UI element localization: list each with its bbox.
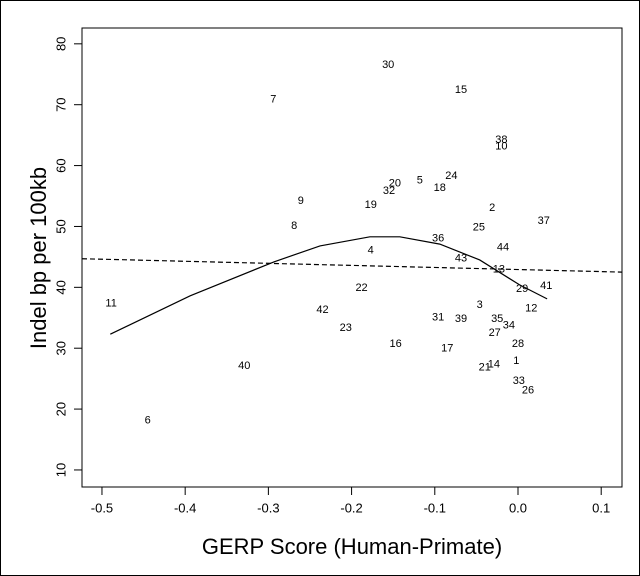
plot-box (81, 27, 623, 488)
x-tick-label: -0.3 (257, 500, 279, 515)
y-tick-label: 70 (53, 97, 68, 111)
point-label: 35 (491, 313, 503, 325)
point-label: 4 (368, 245, 374, 257)
fit-line (110, 236, 548, 335)
point-label: 24 (445, 170, 457, 182)
point-label: 12 (525, 303, 537, 315)
point-label: 20 (389, 178, 401, 190)
point-label: 9 (298, 195, 304, 207)
point-label: 27 (489, 327, 501, 339)
point-label: 34 (503, 320, 515, 332)
point-label: 38 (495, 134, 507, 146)
point-label: 15 (455, 84, 467, 96)
point-label: 16 (390, 338, 402, 350)
point-label: 25 (473, 222, 485, 234)
point-label: 37 (538, 215, 550, 227)
point-label: 40 (238, 360, 250, 372)
point-label: 42 (316, 304, 328, 316)
point-label: 11 (105, 298, 116, 310)
x-tick-label: 0.0 (509, 500, 527, 515)
point-label: 17 (441, 343, 453, 355)
x-tick-label: -0.1 (424, 500, 446, 515)
y-tick-label: 10 (53, 463, 68, 477)
y-tick-label: 60 (53, 158, 68, 172)
point-label: 10 (495, 141, 507, 153)
point-label: 6 (145, 415, 151, 427)
point-label: 32 (383, 185, 395, 197)
y-axis-label: Indel bp per 100kb (26, 167, 51, 349)
point-label: 3 (477, 299, 483, 311)
point-label: 2 (489, 202, 495, 214)
y-tick-label: 80 (53, 37, 68, 51)
y-tick-label: 20 (53, 402, 68, 416)
point-label: 8 (291, 220, 297, 232)
point-label: 29 (516, 283, 528, 295)
point-label: 21 (479, 362, 491, 374)
point-label: 41 (540, 280, 552, 292)
x-axis-label: GERP Score (Human-Primate) (202, 534, 502, 559)
point-label: 7 (270, 94, 276, 106)
point-label: 43 (455, 253, 467, 265)
point-label: 22 (355, 282, 367, 294)
y-tick-label: 50 (53, 219, 68, 233)
point-label: 1 (513, 355, 519, 367)
point-label: 30 (382, 59, 394, 71)
point-label: 19 (365, 199, 377, 211)
point-label: 36 (432, 233, 444, 245)
point-label: 33 (513, 375, 525, 387)
y-tick-label: 30 (53, 341, 68, 355)
y-tick-label: 40 (53, 280, 68, 294)
fit-line (81, 258, 623, 273)
point-label: 18 (434, 182, 446, 194)
point-label: 39 (455, 313, 467, 325)
x-tick-label: -0.4 (174, 500, 196, 515)
point-label: 13 (493, 264, 505, 276)
point-label: 5 (417, 175, 423, 187)
point-label: 28 (512, 338, 524, 350)
x-tick-label: -0.5 (91, 500, 113, 515)
point-label: 44 (497, 242, 509, 254)
point-label: 31 (432, 312, 444, 324)
x-tick-label: 0.1 (592, 500, 610, 515)
x-tick-label: -0.2 (340, 500, 362, 515)
point-label: 23 (340, 322, 352, 334)
point-label: 14 (488, 359, 500, 371)
point-label: 26 (522, 385, 534, 397)
